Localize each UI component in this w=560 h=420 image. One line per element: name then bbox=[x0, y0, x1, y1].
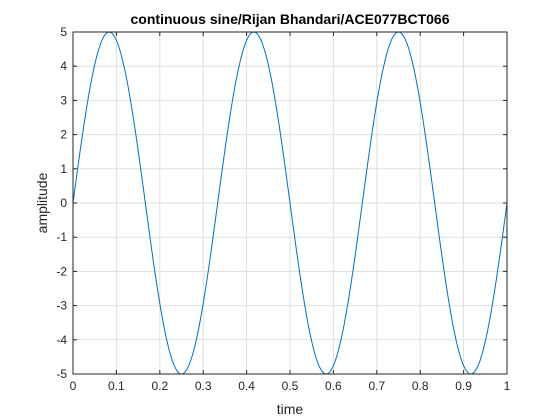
x-tick-label: 0.6 bbox=[325, 379, 342, 393]
x-tick-label: 0.4 bbox=[238, 379, 255, 393]
chart-title: continuous sine/Rijan Bhandari/ACE077BCT… bbox=[131, 11, 450, 27]
x-tick-label: 0.2 bbox=[151, 379, 168, 393]
series-layer bbox=[72, 31, 508, 375]
x-tick-label: 0.5 bbox=[282, 379, 299, 393]
x-tick-label: 0.3 bbox=[195, 379, 212, 393]
y-tick-label: 2 bbox=[60, 128, 67, 142]
y-tick-label: 5 bbox=[60, 25, 67, 39]
y-tick-label: 1 bbox=[60, 162, 67, 176]
ticks: 0 0.1 0.2 0.3 0.4 0.5 0.6 0.7 0.8 0.9 1 -5 -4 -3 -2 -1 0… bbox=[56, 25, 510, 393]
y-tick-label: -1 bbox=[56, 230, 67, 244]
y-tick-label: -5 bbox=[56, 367, 67, 381]
sine-series-line bbox=[72, 31, 508, 375]
x-tick-label: 0.1 bbox=[108, 379, 125, 393]
y-tick-label: -2 bbox=[56, 264, 67, 278]
x-tick-label: 1 bbox=[504, 379, 511, 393]
x-tick-label: 0.7 bbox=[368, 379, 385, 393]
y-tick-label: 0 bbox=[60, 196, 67, 210]
x-axis-label: time bbox=[277, 401, 304, 417]
y-tick-label: -4 bbox=[56, 333, 67, 347]
y-tick-label: -3 bbox=[56, 299, 67, 313]
y-tick-label: 3 bbox=[60, 93, 67, 107]
x-tick-label: 0 bbox=[70, 379, 77, 393]
y-tick-label: 4 bbox=[60, 59, 67, 73]
x-tick-label: 0.9 bbox=[455, 379, 472, 393]
y-axis-label: amplitude bbox=[34, 172, 50, 233]
x-tick-label: 0.8 bbox=[412, 379, 429, 393]
